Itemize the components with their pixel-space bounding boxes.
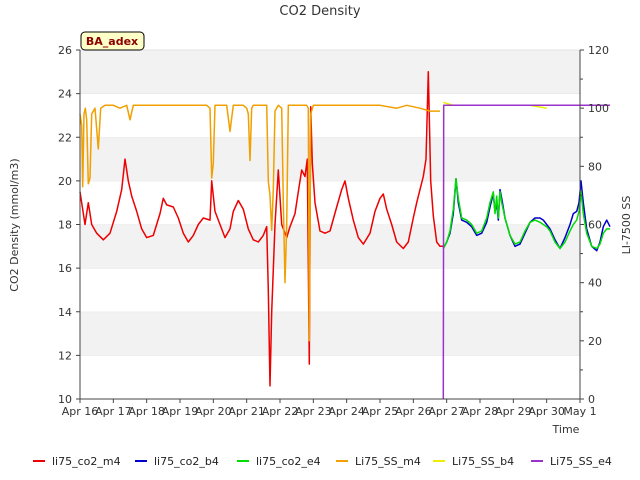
y-right-tick-label: 80 [588,160,602,173]
x-tick-label: Apr 17 [95,405,132,418]
x-tick-label: Apr 22 [262,405,299,418]
chart-title: CO2 Density [279,4,360,19]
x-tick-label: Apr 21 [228,405,265,418]
series-line-Li75_SS_m4 [79,104,440,342]
x-tick-label: Apr 16 [62,405,99,418]
y-right-tick-label: 120 [588,44,609,57]
x-tick-label: May 1 [563,405,596,418]
plot-band [80,93,580,138]
series-lines [79,71,611,400]
x-tick-label: Apr 26 [395,405,432,418]
plot-band [80,268,580,312]
plot-band [80,50,580,94]
plot-background [80,49,580,399]
legend-label-Li75_SS_e4: Li75_SS_e4 [550,455,612,468]
x-tick-label: Apr 28 [462,405,499,418]
series-line-li75_co2_b4 [442,177,611,252]
y-left-tick-label: 22 [58,131,72,144]
plot-band [80,355,580,399]
y-left-tick-label: 10 [58,393,72,406]
x-tick-label: Apr 19 [162,405,199,418]
y-left-tick-label: 18 [58,219,72,232]
y-right-tick-label: 0 [588,393,595,406]
y-left-tick-label: 20 [58,175,72,188]
x-tick-label: Apr 24 [328,405,365,418]
legend-label-Li75_SS_b4: Li75_SS_b4 [452,455,514,468]
y-right-tick-label: 100 [588,102,609,115]
legend-label-li75_co2_m4: li75_co2_m4 [52,455,121,468]
legend: li75_co2_m4 li75_co2_b4 li75_co2_e4 Li75_SS… [33,455,612,468]
y-left-tick-label: 12 [58,349,72,362]
y-right-tick-label: 40 [588,277,602,290]
x-tick-label: Apr 20 [195,405,232,418]
y-axis-right-title: LI-7500 SS [620,196,633,255]
y-left-tick-label: 16 [58,262,72,275]
y-right-tick-label: 20 [588,335,602,348]
y-left-tick-label: 14 [58,306,72,319]
y-axis-left-title: CO2 Density (mmol/m3) [8,158,21,291]
y-right-tick-label: 60 [588,219,602,232]
x-tick-label: Apr 23 [295,405,332,418]
plot-band [80,311,580,356]
badge-label: BA_adex [86,35,138,48]
x-tick-label: Apr 18 [128,405,165,418]
badge: BA_adex [80,31,145,51]
plot-band [80,137,580,181]
y-left-tick-label: 24 [58,88,72,101]
legend-label-li75_co2_e4: li75_co2_e4 [256,455,321,468]
x-tick-label: Apr 27 [428,405,465,418]
legend-label-li75_co2_b4: li75_co2_b4 [154,455,219,468]
x-axis-title: Time [552,423,580,436]
x-tick-label: Apr 25 [362,405,399,418]
y-left-tick-label: 26 [58,44,72,57]
series-line-li75_co2_e4 [442,177,610,250]
legend-label-Li75_SS_m4: Li75_SS_m4 [355,455,421,468]
x-tick-label: Apr 29 [495,405,532,418]
x-tick-label: Apr 30 [528,405,565,418]
series-line-li75_co2_m4 [79,71,444,387]
